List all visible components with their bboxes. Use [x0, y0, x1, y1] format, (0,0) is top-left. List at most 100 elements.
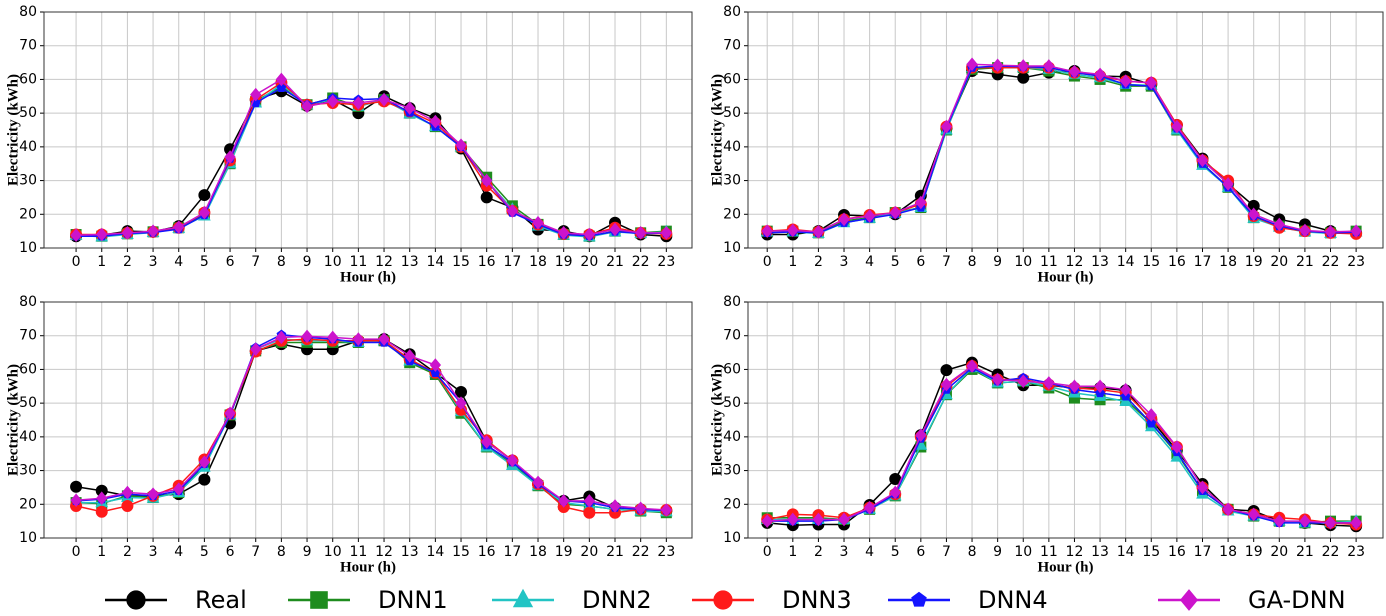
x-tick-label: 4	[174, 544, 183, 560]
data-point	[198, 189, 211, 202]
series-line	[75, 338, 667, 514]
x-tick-label: 21	[606, 254, 624, 270]
x-tick-label: 9	[303, 544, 312, 560]
y-tick-label: 80	[19, 4, 37, 20]
data-point	[301, 99, 313, 114]
x-tick-label: 0	[763, 544, 772, 560]
y-tick-label: 80	[19, 294, 37, 310]
x-tick-label: 12	[375, 544, 393, 560]
data-point	[378, 92, 390, 107]
x-tick-label: 7	[942, 254, 951, 270]
data-point	[224, 406, 236, 421]
x-tick-label: 20	[1270, 544, 1288, 560]
data-point	[96, 227, 108, 242]
data-point	[121, 499, 134, 512]
y-tick-label: 60	[19, 361, 37, 377]
x-tick-label: 21	[1296, 544, 1314, 560]
legend-marker	[126, 590, 146, 610]
x-tick-label: 23	[657, 544, 675, 560]
data-point	[1222, 502, 1234, 517]
x-tick-label: 9	[993, 544, 1002, 560]
x-tick-label: 1	[788, 254, 797, 270]
data-point	[70, 480, 83, 493]
data-point	[506, 204, 519, 218]
data-point	[863, 500, 876, 515]
x-tick-label: 18	[1219, 254, 1237, 270]
data-point	[198, 205, 211, 220]
plot-frame	[43, 11, 693, 249]
series-line	[767, 65, 1357, 234]
y-axis-label: Electricity (kWh)	[5, 364, 21, 476]
plot-frame	[747, 301, 1384, 539]
series-line	[75, 338, 667, 512]
series-line	[767, 361, 1357, 527]
data-point	[121, 226, 134, 240]
y-tick-label: 60	[723, 361, 741, 377]
x-tick-label: 18	[529, 544, 547, 560]
x-tick-label: 2	[123, 254, 132, 270]
x-tick-label: 6	[226, 544, 235, 560]
x-axis-label: Hour (h)	[1038, 559, 1094, 575]
x-axis-label: Hour (h)	[340, 269, 396, 285]
x-axis-label: Hour (h)	[1038, 269, 1094, 285]
series-line	[76, 338, 667, 513]
data-point	[70, 493, 82, 508]
legend-marker	[713, 590, 733, 610]
x-tick-label: 0	[72, 544, 81, 560]
series-line	[767, 366, 1357, 524]
x-tick-label: 15	[1142, 544, 1160, 560]
x-tick-label: 8	[968, 254, 977, 270]
y-tick-label: 30	[723, 173, 741, 189]
data-point	[1324, 225, 1337, 239]
y-axis-label: Electricity (kWh)	[709, 364, 725, 476]
x-tick-label: 17	[503, 544, 521, 560]
data-point	[761, 514, 773, 528]
y-tick-label: 70	[723, 328, 741, 344]
plot-frame	[43, 301, 693, 539]
data-point	[95, 505, 108, 518]
series-line	[76, 333, 667, 512]
data-point	[480, 191, 493, 204]
data-point	[761, 224, 773, 238]
x-tick-label: 8	[277, 544, 286, 560]
x-tick-label: 9	[993, 254, 1002, 270]
x-tick-label: 3	[840, 544, 849, 560]
x-tick-label: 8	[968, 544, 977, 560]
data-point	[1196, 153, 1209, 168]
y-tick-label: 30	[19, 173, 37, 189]
data-point	[275, 330, 288, 345]
x-tick-label: 5	[200, 254, 209, 270]
data-point	[224, 150, 236, 164]
x-tick-label: 14	[426, 254, 444, 270]
data-point	[1171, 440, 1183, 454]
x-tick-label: 11	[349, 254, 367, 270]
x-tick-label: 20	[1270, 254, 1288, 270]
data-point	[96, 491, 108, 505]
x-tick-label: 17	[503, 254, 521, 270]
x-tick-label: 15	[452, 254, 470, 270]
data-point	[583, 494, 595, 508]
data-point	[838, 512, 850, 527]
data-point	[1043, 376, 1055, 390]
x-tick-label: 16	[1168, 544, 1186, 560]
legend-label: DNN4	[978, 586, 1048, 614]
data-point	[1350, 516, 1362, 530]
data-point	[1068, 379, 1081, 394]
x-tick-label: 7	[251, 254, 260, 270]
data-point	[301, 329, 313, 344]
x-tick-label: 0	[72, 254, 81, 270]
data-point	[812, 512, 825, 527]
x-tick-label: 11	[1040, 544, 1058, 560]
x-tick-label: 8	[277, 254, 286, 270]
x-tick-label: 4	[865, 544, 874, 560]
data-point	[1171, 119, 1183, 134]
x-tick-label: 14	[1117, 254, 1135, 270]
y-tick-label: 20	[723, 496, 741, 512]
y-tick-label: 60	[723, 71, 741, 87]
data-point	[429, 114, 442, 129]
x-tick-label: 7	[942, 544, 951, 560]
series-line	[767, 368, 1357, 524]
